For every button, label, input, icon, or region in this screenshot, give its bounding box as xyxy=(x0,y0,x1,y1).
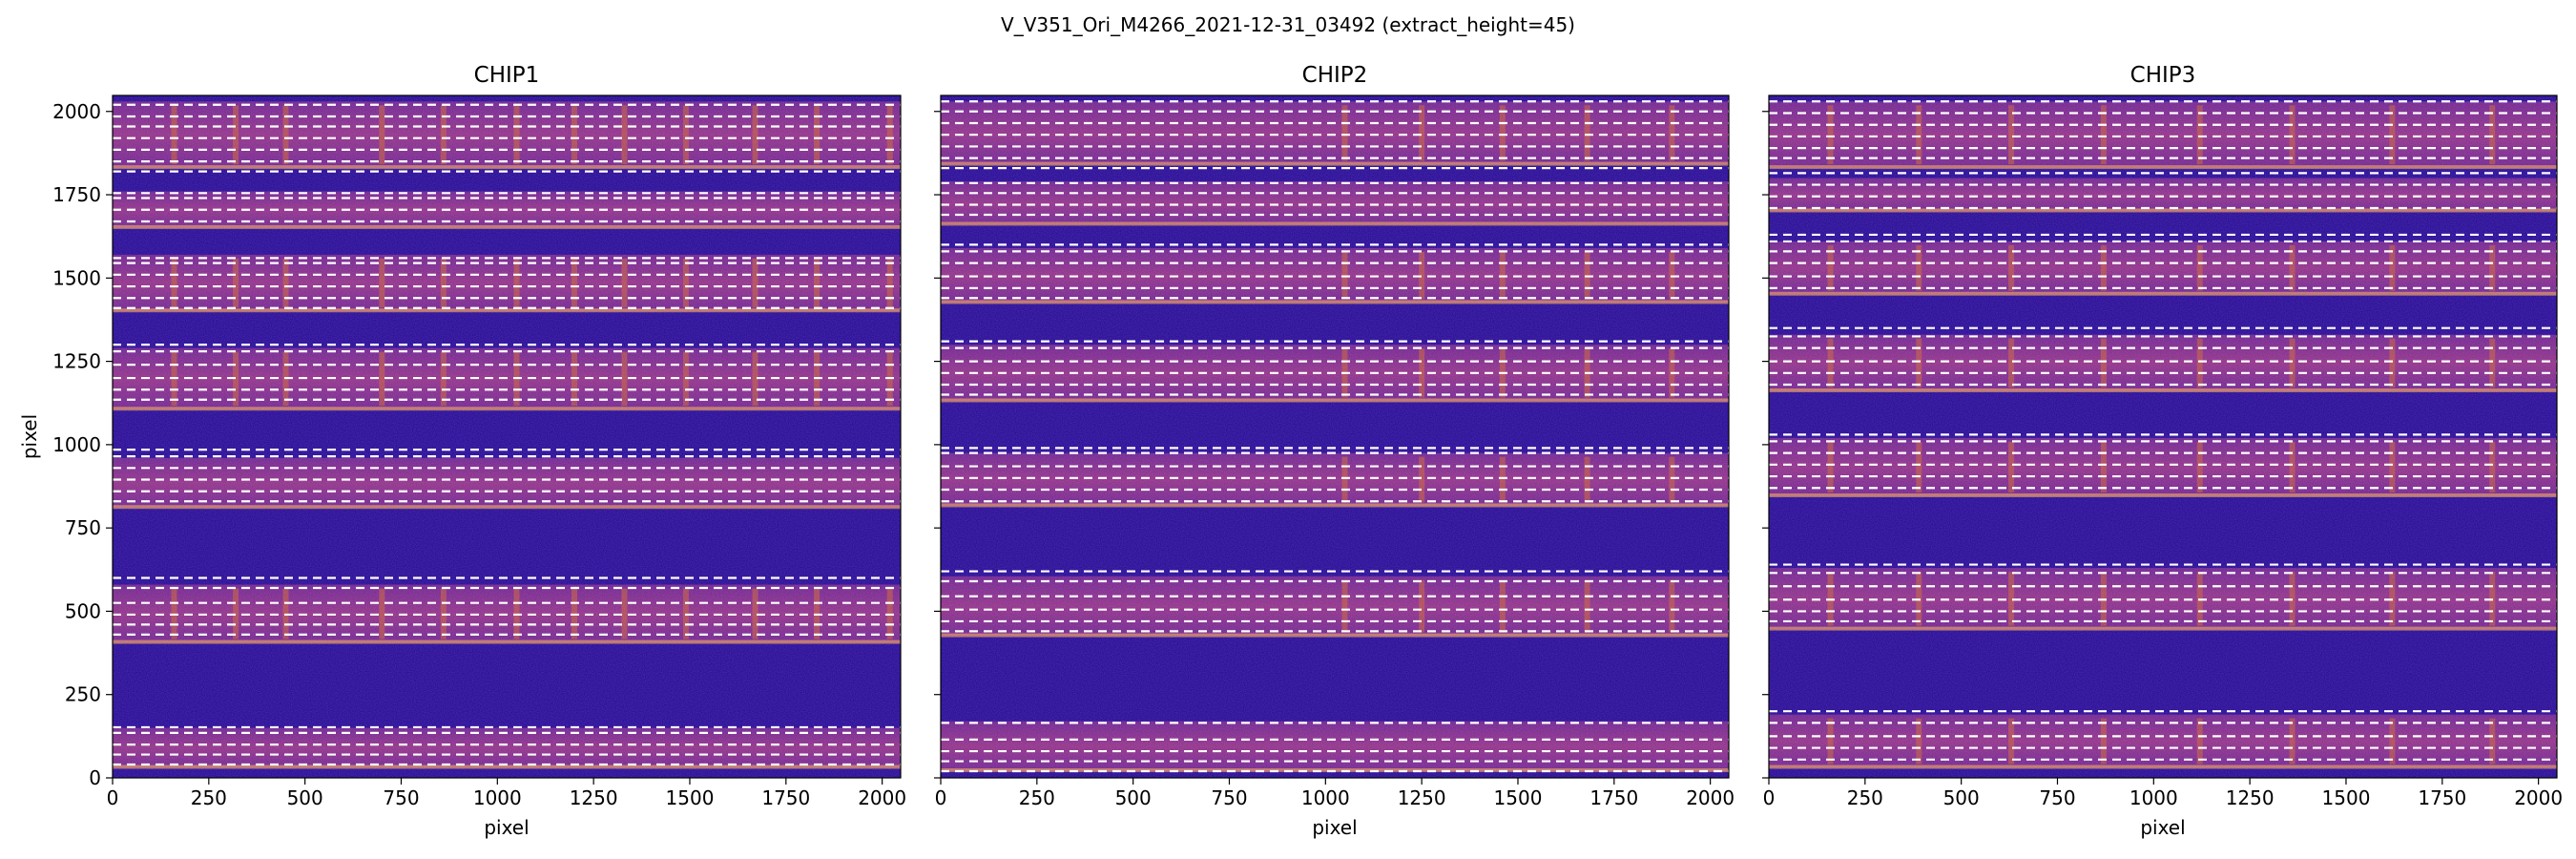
detector-noise xyxy=(1769,95,2557,778)
y-tick-label: 1500 xyxy=(52,266,101,289)
y-tick-label: 250 xyxy=(65,683,101,706)
chip-panel-1: 0 250 500 750 1000 1250 1500 1750 2000 0 250 500 750… xyxy=(18,63,906,839)
y-tick-label: 750 xyxy=(65,516,101,539)
detector-noise xyxy=(941,95,1729,778)
chip-panel-3: 0 250 500 750 1000 1250 1500 1750 2000 CHIP3 pixel xyxy=(1762,63,2563,839)
figure-suptitle: V_V351_Ori_M4266_2021-12-31_03492 (extra… xyxy=(1001,13,1575,36)
x-tick-label: 1750 xyxy=(2418,786,2466,809)
axes-frame xyxy=(1768,94,2558,779)
x-tick-label: 250 xyxy=(1019,786,1055,809)
axes-frame xyxy=(112,94,902,779)
y-tick-label: 1250 xyxy=(52,350,101,373)
x-tick-label: 1500 xyxy=(666,786,715,809)
x-tick-label: 0 xyxy=(107,786,119,809)
plot-area xyxy=(941,95,1729,778)
panel-title: CHIP2 xyxy=(1302,63,1368,88)
x-tick-label: 750 xyxy=(1211,786,1247,809)
x-axis-label: pixel xyxy=(1312,816,1357,839)
panel-title: CHIP1 xyxy=(474,63,540,88)
x-tick-label: 250 xyxy=(1847,786,1883,809)
x-tick-label: 500 xyxy=(1115,786,1152,809)
x-tick-label: 500 xyxy=(1943,786,1980,809)
y-axis-label: pixel xyxy=(18,414,41,459)
y-tick-label: 0 xyxy=(89,766,101,789)
chip-panel-2: 0 250 500 750 1000 1250 1500 1750 2000 CHIP2 pixel xyxy=(934,63,1735,839)
x-axis-label: pixel xyxy=(2140,816,2185,839)
y-tick-label: 1000 xyxy=(52,433,101,456)
x-axis-label: pixel xyxy=(484,816,529,839)
x-tick-label: 1500 xyxy=(1494,786,1543,809)
x-tick-label: 1750 xyxy=(1589,786,1638,809)
plot-area xyxy=(1769,95,2557,778)
y-tick-label: 2000 xyxy=(52,100,101,123)
axes-frame xyxy=(940,94,1730,779)
x-tick-label: 750 xyxy=(383,786,419,809)
x-tick-label: 250 xyxy=(191,786,227,809)
x-tick-label: 1000 xyxy=(1301,786,1350,809)
x-tick-label: 1000 xyxy=(2129,786,2178,809)
x-tick-label: 1250 xyxy=(1398,786,1446,809)
plot-area xyxy=(113,95,901,778)
panel-title: CHIP3 xyxy=(2130,63,2196,88)
x-tick-label: 1750 xyxy=(761,786,810,809)
x-tick-label: 1250 xyxy=(2226,786,2275,809)
y-tick-label: 1750 xyxy=(52,183,101,206)
x-tick-label: 2000 xyxy=(2514,786,2563,809)
x-tick-label: 750 xyxy=(2039,786,2075,809)
x-tick-label: 1000 xyxy=(473,786,522,809)
y-tick-label: 500 xyxy=(65,599,101,622)
x-tick-label: 1500 xyxy=(2322,786,2371,809)
x-tick-label: 500 xyxy=(287,786,323,809)
x-tick-label: 2000 xyxy=(1686,786,1735,809)
x-tick-label: 0 xyxy=(935,786,947,809)
x-tick-label: 0 xyxy=(1763,786,1776,809)
x-tick-label: 1250 xyxy=(570,786,618,809)
x-tick-label: 2000 xyxy=(858,786,906,809)
